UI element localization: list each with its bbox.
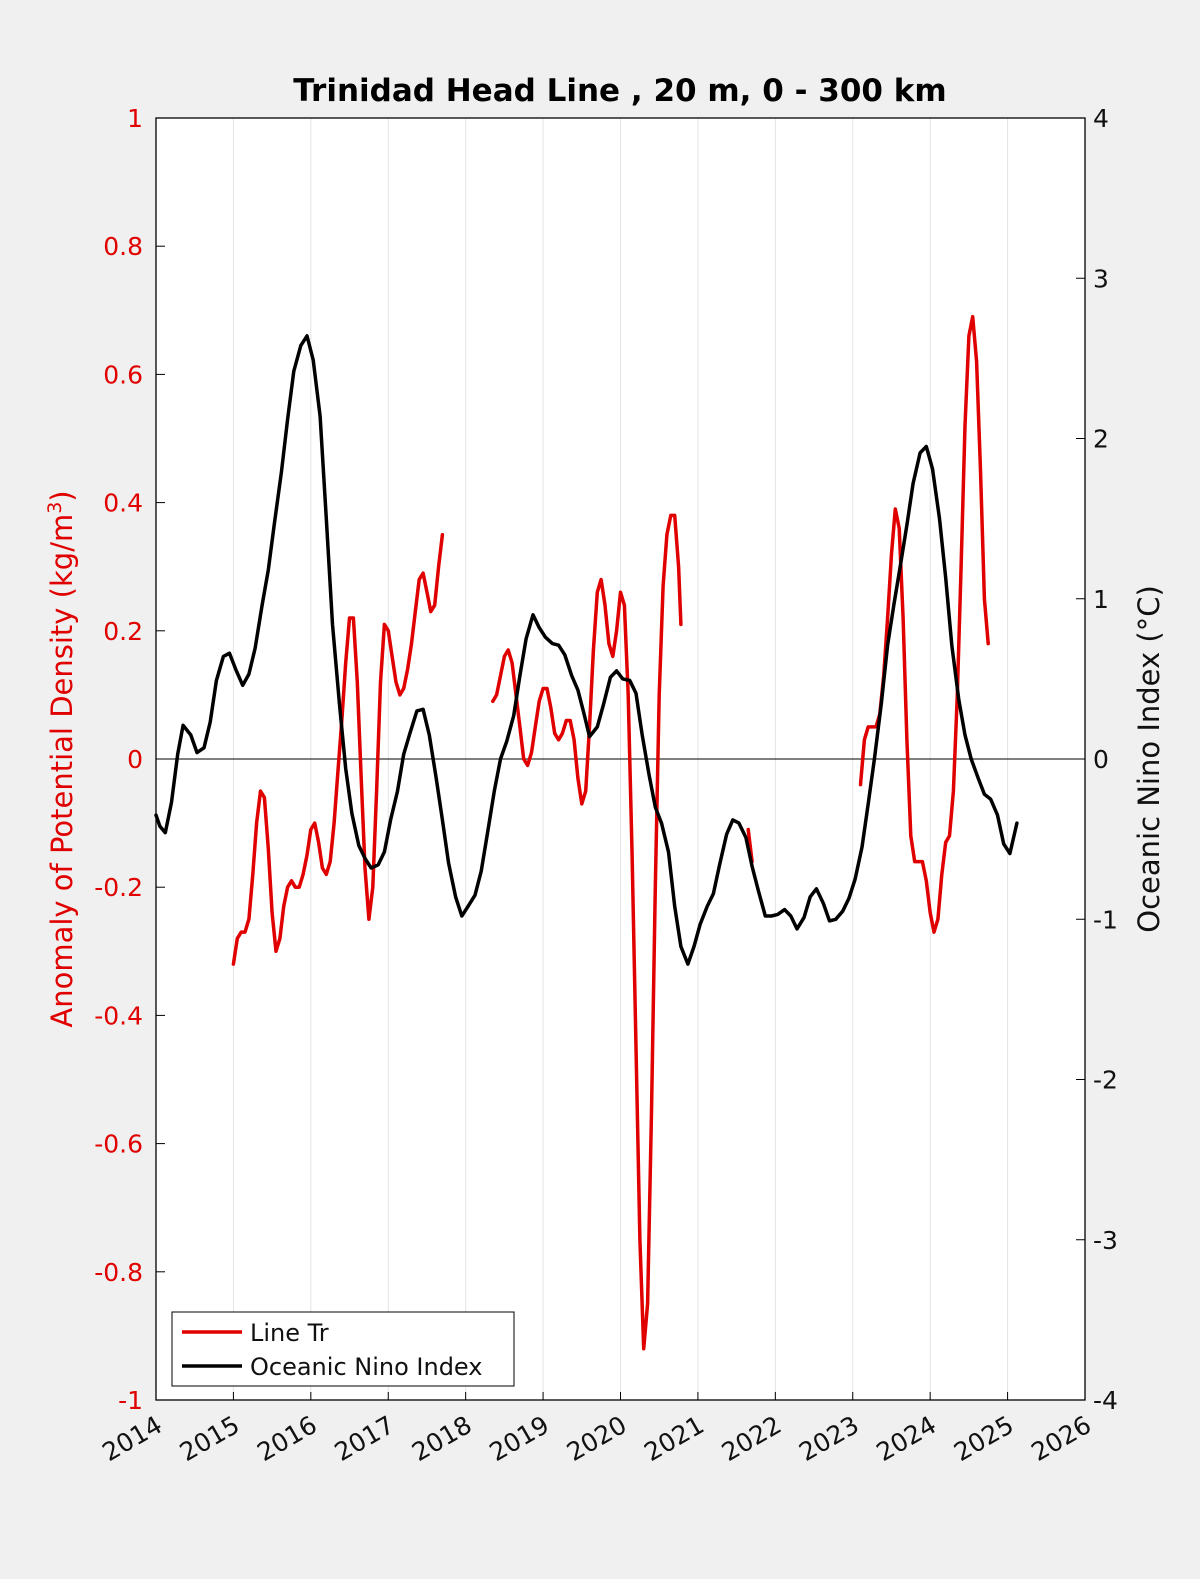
- right-tick-label: 4: [1093, 104, 1109, 133]
- left-tick-label: -0.2: [94, 873, 143, 902]
- legend-label-oni: Oceanic Nino Index: [250, 1353, 482, 1381]
- right-axis: 4 3 2 1 0 -1 -2 -3 -4: [1076, 104, 1118, 1415]
- left-tick-label: 0.6: [103, 360, 143, 389]
- chart-title: Trinidad Head Line , 20 m, 0 - 300 km: [293, 73, 946, 109]
- left-tick-label: 1: [127, 104, 143, 133]
- left-tick-label: -0.4: [94, 1001, 143, 1030]
- left-tick-label: 0: [127, 745, 143, 774]
- right-tick-label: 0: [1093, 745, 1109, 774]
- legend: Line Tr Oceanic Nino Index: [171, 1311, 515, 1387]
- right-tick-label: -4: [1093, 1386, 1118, 1415]
- left-tick-label: -1: [118, 1386, 143, 1415]
- right-tick-label: 1: [1093, 585, 1109, 614]
- right-tick-label: -3: [1093, 1226, 1118, 1255]
- series-lines: [154, 314, 1019, 1351]
- left-axis-label-close: ): [45, 490, 79, 501]
- left-tick-label: 0.2: [103, 617, 143, 646]
- legend-label-line-tr: Line Tr: [250, 1319, 329, 1347]
- right-tick-label: -2: [1093, 1066, 1118, 1095]
- left-axis-label-main: Anomaly of Potential Density (kg/m: [45, 514, 79, 1028]
- legend-box: [171, 1311, 515, 1387]
- left-tick-label: 0.8: [103, 232, 143, 261]
- oni-series-line: [154, 334, 1019, 966]
- left-tick-label: 0.4: [103, 489, 143, 518]
- line-tr-series-line: [231, 532, 445, 966]
- left-tick-label: -0.8: [94, 1258, 143, 1287]
- left-axis-label-superscript: 3: [44, 502, 66, 514]
- left-axis: 1 0.8 0.6 0.4 0.2 0 -0.2 -0.4 -0.6 -0.8 -1: [94, 104, 165, 1415]
- right-tick-label: -1: [1093, 905, 1118, 934]
- right-tick-label: 2: [1093, 425, 1109, 454]
- left-tick-label: -0.6: [94, 1130, 143, 1159]
- left-axis-label: Anomaly of Potential Density (kg/m3): [44, 490, 79, 1027]
- right-tick-label: 3: [1093, 264, 1109, 293]
- right-axis-label: Oceanic Nino Index (°C): [1132, 585, 1166, 933]
- line-tr-series-line: [491, 513, 683, 1351]
